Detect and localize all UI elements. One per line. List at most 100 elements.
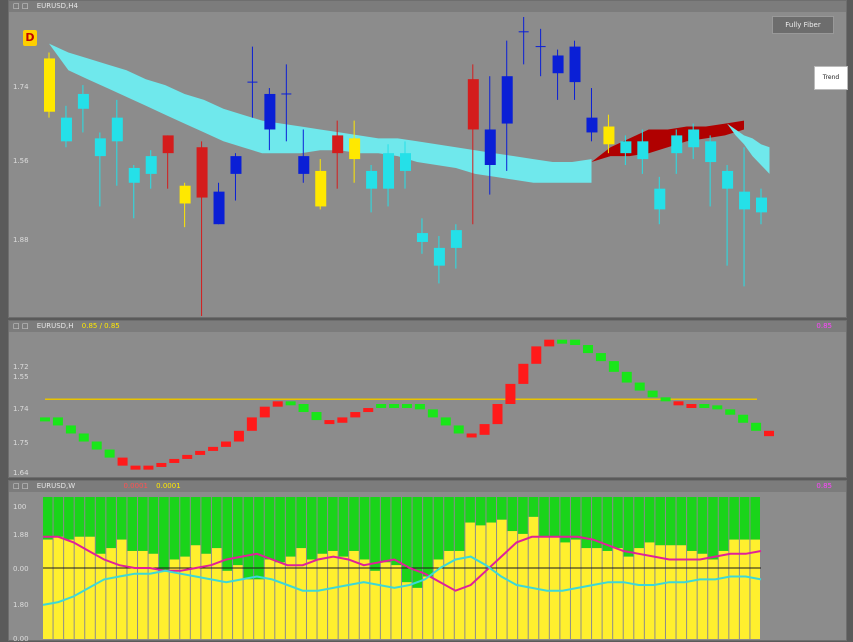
histogram-bar-top [254, 497, 264, 580]
candle-body [366, 170, 378, 189]
histogram-bar-top [285, 497, 296, 557]
histogram-bar-top [85, 497, 95, 537]
indicator-step [660, 397, 671, 402]
histogram-bar-top [507, 497, 518, 532]
candle-body [416, 233, 428, 242]
indicator-step [544, 339, 555, 347]
indicator-step [466, 433, 477, 438]
histogram-bar-top [665, 497, 676, 546]
table-button[interactable]: Fully Fiber [772, 16, 834, 34]
pane-controls-icon[interactable]: □ □ [13, 322, 29, 330]
histogram-bar-top [592, 497, 602, 549]
indicator-step [583, 345, 593, 354]
indicator-step [298, 404, 309, 413]
indicator-step [143, 465, 154, 470]
histogram-bar [138, 550, 148, 639]
histogram-bar [306, 559, 317, 639]
histogram-bar-top [423, 497, 433, 577]
indicator-values: 0.85 / 0.85 [81, 322, 120, 330]
histogram-bar-top [560, 497, 570, 543]
indicator-step [453, 425, 464, 434]
y-tick-label: 1.88 [13, 531, 29, 539]
histogram-bar-top [391, 497, 401, 566]
candle-body [637, 141, 649, 160]
histogram-pane: □ □ EURUSD,W 0.0001 0.0001 0.85 100 1.88 0… [8, 480, 848, 642]
histogram-bar-top [201, 497, 211, 554]
indicator-step [311, 412, 322, 421]
candle-body [484, 129, 496, 165]
histogram-bar-top [138, 497, 148, 551]
histogram-label: EURUSD,W [36, 482, 76, 490]
histogram-bar [444, 550, 454, 639]
histogram-bar-top [349, 497, 359, 551]
price-pane: □ □ EURUSD,H4 1.74 1.56 1.88 [8, 0, 847, 318]
indicator-step [259, 406, 270, 418]
histogram-bar-top [602, 497, 613, 551]
histogram-bar [43, 539, 53, 639]
histogram-bar-top [359, 497, 370, 560]
indicator-step [595, 353, 606, 362]
y-tick-label: 1.75 [13, 439, 29, 447]
histogram-bar-top [454, 497, 465, 551]
indicator-chart[interactable]: 1.72 1.55 1.74 1.75 1.64 [9, 321, 848, 479]
histogram-bar [739, 539, 750, 639]
histogram-chart[interactable]: 100 1.88 0.00 1.80 0.00 [9, 481, 848, 642]
histogram-bar-top [486, 497, 497, 523]
histogram-bar-top [211, 497, 222, 549]
histogram-bar [697, 553, 708, 639]
timeframe-badge[interactable]: D [23, 30, 37, 46]
histogram-bar [233, 565, 243, 639]
pane-controls-icon[interactable]: □ □ [13, 2, 29, 10]
indicator-pane-header: □ □ EURUSD,H 0.85 / 0.85 0.85 [9, 321, 846, 332]
indicator-step [52, 417, 63, 426]
candle-body [332, 135, 344, 154]
histogram-bar-top [549, 497, 560, 537]
indicator-step [414, 404, 425, 410]
indicator-step [518, 363, 529, 384]
pane-controls-icon[interactable]: □ □ [13, 482, 29, 490]
indicator-step [608, 361, 619, 372]
histogram-bar [708, 559, 718, 639]
y-tick-label: 1.80 [13, 601, 29, 609]
histogram-bar-top [475, 497, 486, 526]
indicator-step [647, 390, 658, 398]
y-tick-label: 1.74 [13, 83, 29, 91]
candle-body [111, 117, 123, 142]
histogram-bar [539, 536, 549, 639]
histogram-bar [222, 570, 233, 639]
histogram-bar [116, 539, 127, 639]
indicator-step [389, 404, 400, 408]
indicator-step [156, 462, 167, 467]
indicator-step [440, 417, 451, 426]
price-pane-header: □ □ EURUSD,H4 [9, 1, 846, 12]
candle-body [688, 129, 700, 148]
histogram-bar-top [528, 497, 539, 517]
histogram-bar-top [570, 497, 581, 540]
histogram-bar [317, 553, 328, 639]
y-tick-label: 0.00 [13, 635, 29, 642]
candle-body [349, 138, 361, 160]
histogram-bar [507, 531, 518, 639]
histogram-bar [613, 548, 623, 639]
histogram-bar [254, 579, 264, 639]
histogram-bar-top [243, 497, 254, 580]
histogram-bar [497, 519, 507, 639]
histogram-bar [296, 548, 306, 639]
indicator-step [221, 441, 231, 447]
y-tick-label: 100 [13, 503, 26, 511]
histogram-bar [106, 548, 116, 639]
histogram-value-1: 0.0001 [123, 482, 148, 490]
histogram-bar-top [74, 497, 85, 537]
indicator-step [169, 458, 180, 463]
trend-label: Trend [814, 66, 848, 90]
histogram-bar [433, 559, 444, 639]
histogram-bar-top [412, 497, 423, 588]
candle-body [400, 153, 411, 171]
price-chart[interactable]: 1.74 1.56 1.88 [9, 1, 848, 319]
histogram-bar-top [317, 497, 328, 554]
indicator-step [712, 405, 723, 410]
histogram-bar [180, 556, 190, 639]
histogram-bar [592, 548, 602, 639]
histogram-bar-top [53, 497, 64, 537]
histogram-bar-top [127, 497, 138, 551]
